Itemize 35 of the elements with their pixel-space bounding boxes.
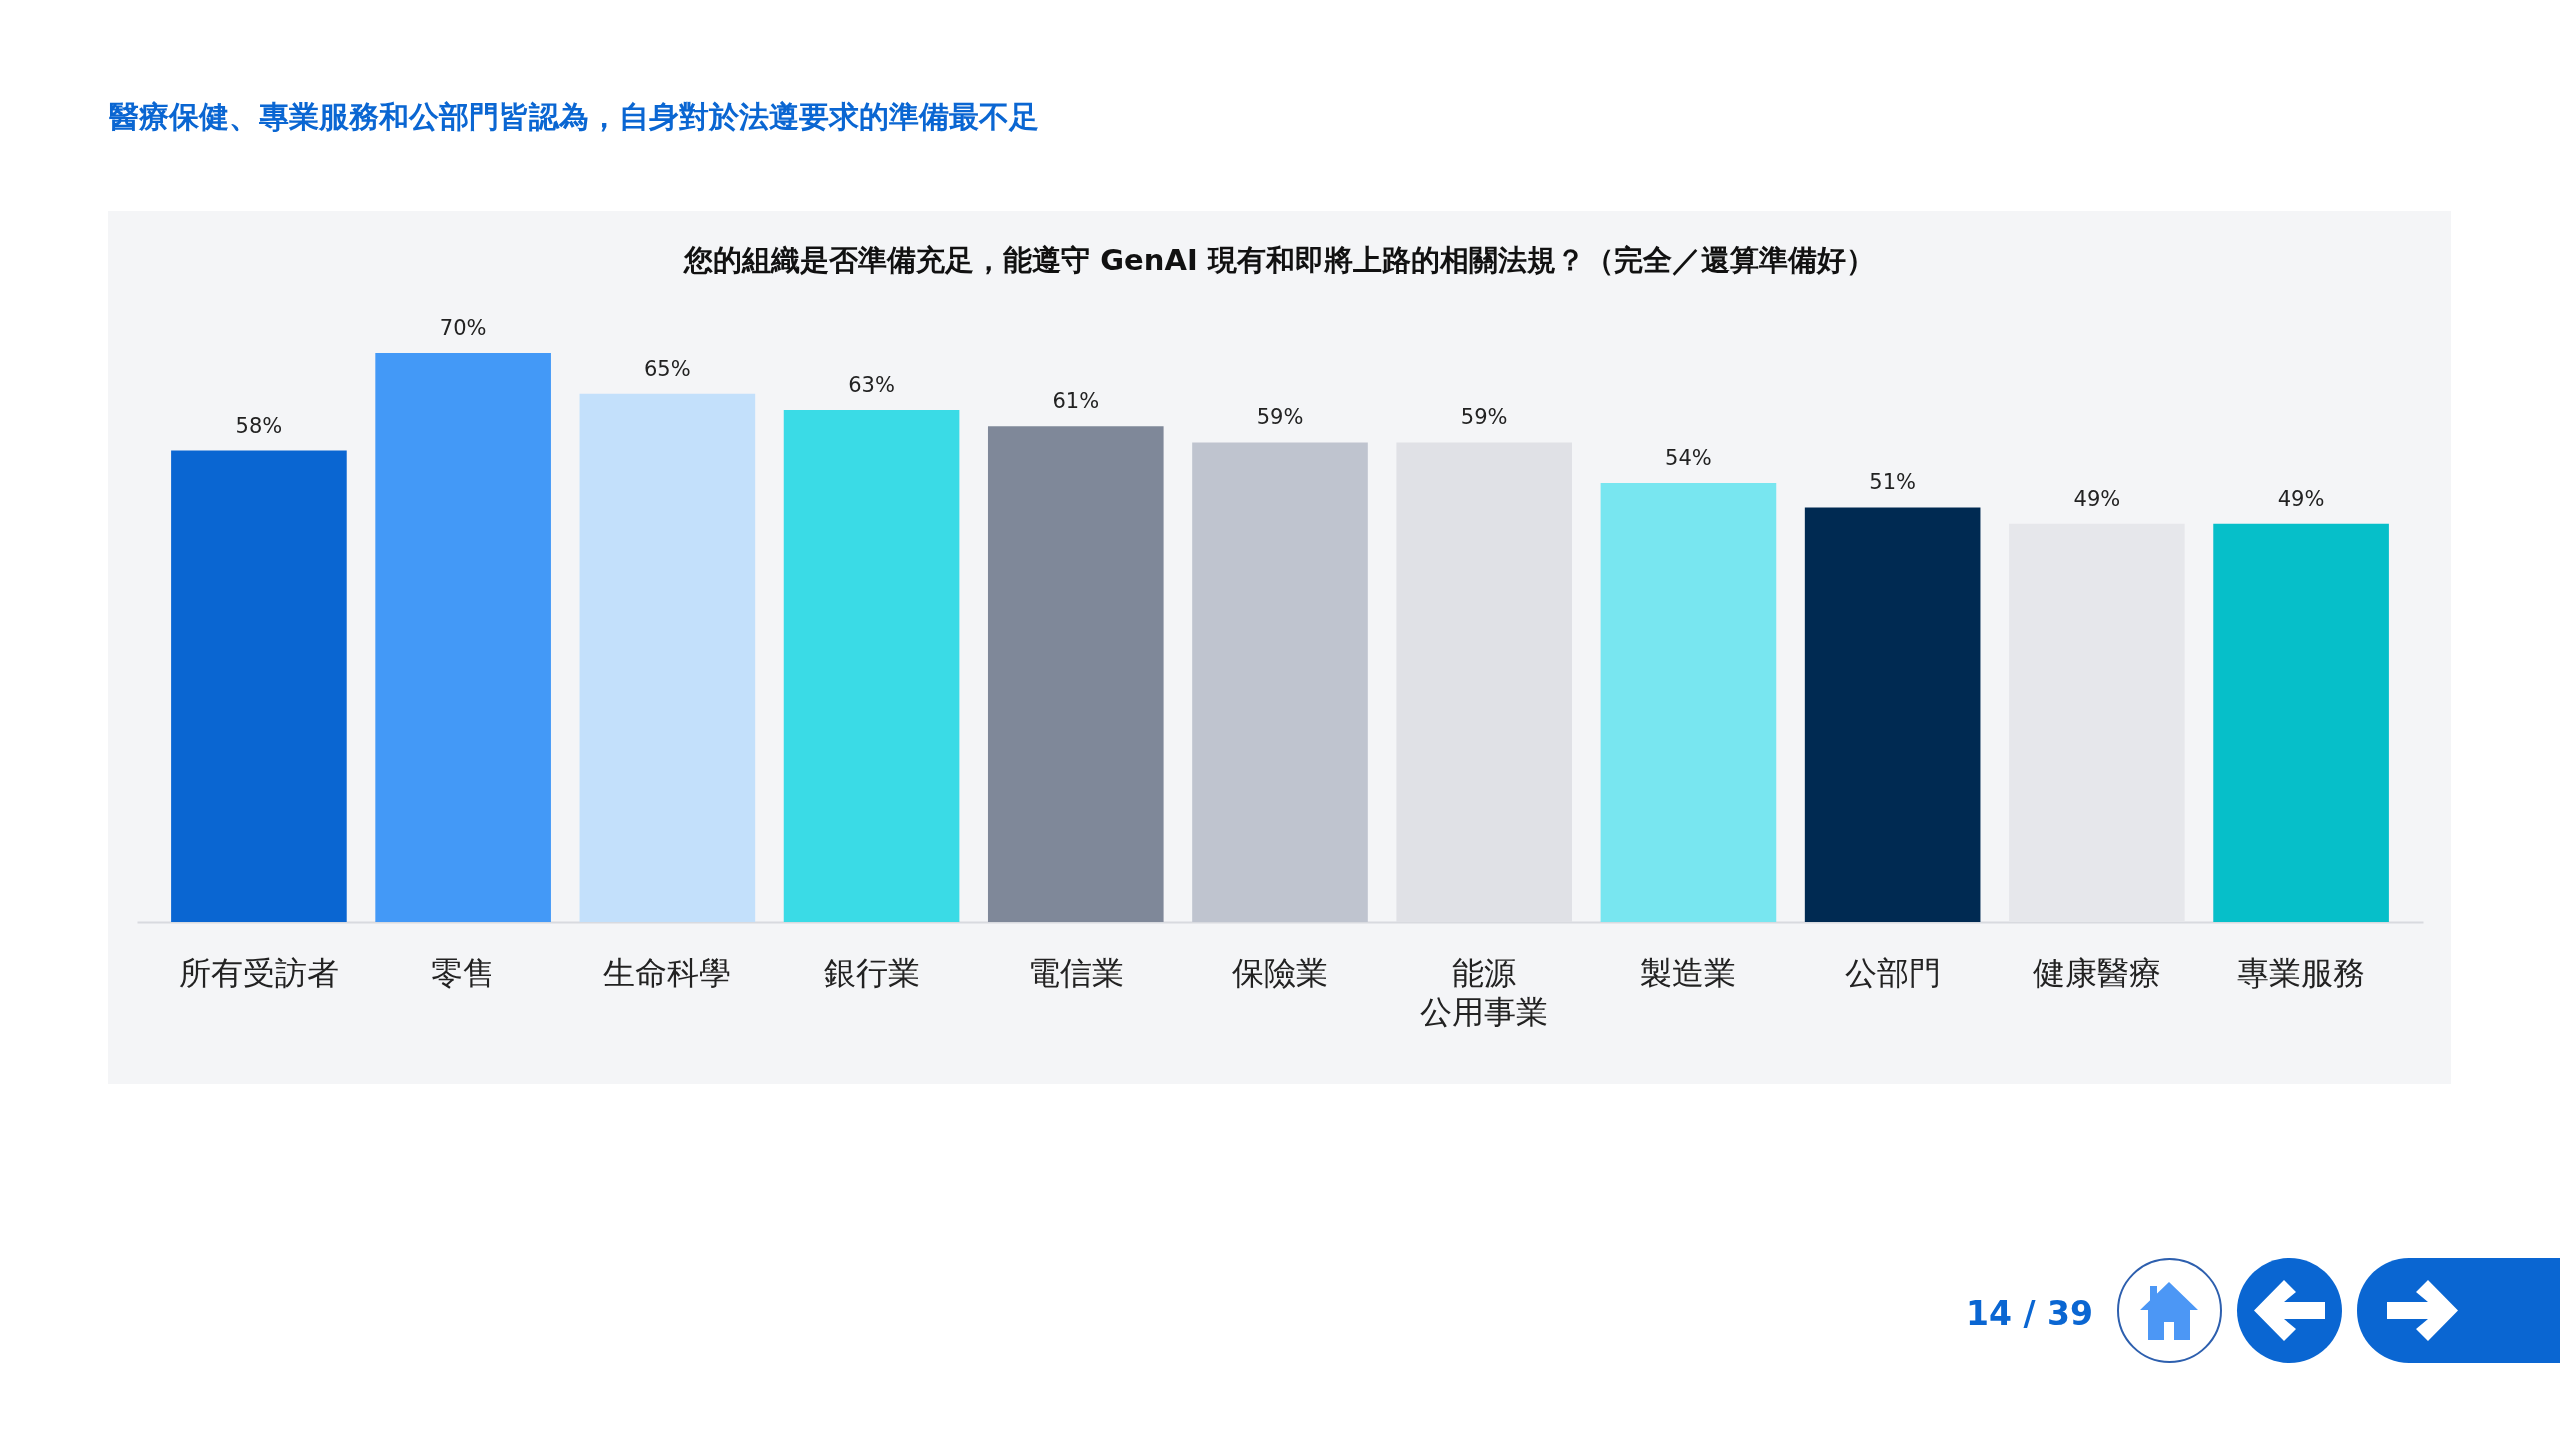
bar — [783, 409, 960, 922]
chart-title: 醫療保健、專業服務和公部門皆認為，自身對於法遵要求的準備最不足 — [109, 98, 1039, 136]
data-label: 59% — [1256, 405, 1304, 430]
data-label: 65% — [644, 356, 691, 381]
data-label: 61% — [1052, 389, 1100, 414]
x-tick-label: 健康醫療 — [2032, 953, 2161, 992]
x-tick-label: 專業服務 — [2237, 953, 2366, 992]
x-tick-label: 銀行業 — [823, 953, 920, 992]
bar — [171, 450, 347, 922]
bar — [1192, 442, 1368, 922]
data-label: 51% — [1869, 470, 1916, 495]
bar — [2213, 523, 2389, 922]
x-tick-label: 公部門 — [1844, 953, 1941, 992]
chart-subtitle: 您的組織是否準備充足，能遵守 GenAI 現有和即將上路的相關法規？（完全／還算準備好） — [682, 242, 1876, 279]
data-label: 59% — [1460, 405, 1508, 430]
bar — [1600, 483, 1777, 922]
data-label: 63% — [848, 372, 895, 397]
text: 14 / 39 — [1966, 1293, 2093, 1335]
data-label: 54% — [1665, 446, 1712, 471]
data-label: 70% — [439, 316, 487, 340]
x-tick-label: 保險業 — [1232, 953, 1328, 992]
x-tick-label: 能源公用事業 — [1420, 953, 1549, 1031]
bar — [579, 393, 756, 922]
x-tick-label: 電信業 — [1027, 953, 1124, 992]
data-label: 49% — [2277, 486, 2325, 511]
bar — [987, 426, 1164, 922]
x-tick-label: 生命科學 — [603, 953, 732, 992]
bar — [2009, 523, 2185, 922]
data-label: 58% — [235, 413, 283, 438]
bar — [1804, 507, 1981, 922]
x-tick-label: 製造業 — [1640, 953, 1737, 992]
bar — [375, 353, 551, 922]
x-tick-label: 所有受訪者 — [178, 953, 339, 992]
x-tick-label: 零售 — [431, 953, 496, 992]
data-label: 49% — [2073, 486, 2121, 511]
